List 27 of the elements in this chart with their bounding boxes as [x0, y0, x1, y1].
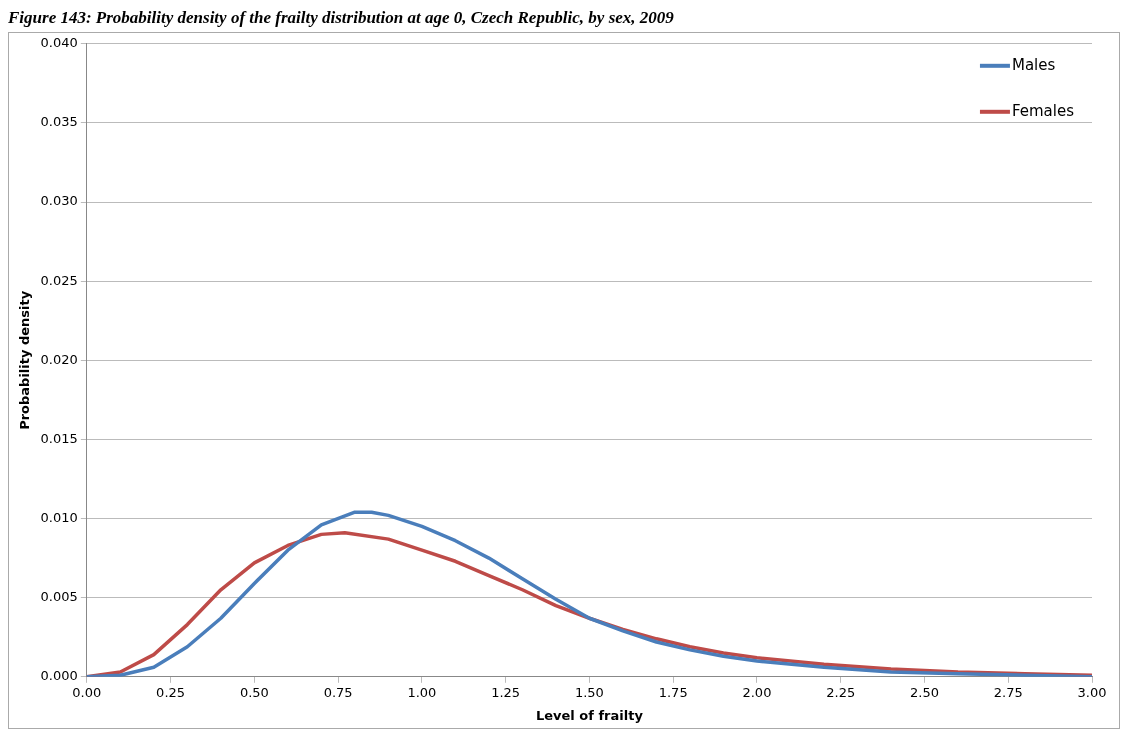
y-tick-label: 0.010	[40, 509, 78, 525]
x-tick-label: 3.00	[1077, 684, 1107, 700]
legend-label: Males	[1011, 55, 1056, 74]
x-tick-label: 1.25	[491, 684, 521, 700]
x-tick-label: 2.00	[742, 684, 772, 700]
x-tick-label: 0.00	[72, 684, 102, 700]
x-axis-title: Level of frailty	[535, 707, 644, 723]
chart-title: Figure 143: Probability density of the frailty distribution at age 0, Czech Republic, by sex, 2009	[8, 8, 675, 28]
x-tick-label: 2.25	[826, 684, 856, 700]
y-tick-label: 0.035	[40, 114, 78, 130]
legend-label: Females	[1011, 101, 1075, 120]
y-tick-label: 0.020	[40, 351, 78, 367]
y-tick-label: 0.000	[40, 668, 78, 684]
y-tick-label: 0.025	[40, 272, 78, 288]
y-tick-label: 0.015	[40, 430, 78, 446]
x-tick-label: 2.50	[909, 684, 939, 700]
y-tick-label: 0.040	[40, 35, 78, 51]
x-tick-label: 0.75	[323, 684, 353, 700]
x-tick-label: 1.75	[658, 684, 688, 700]
x-tick-label: 2.75	[993, 684, 1023, 700]
x-tick-label: 1.50	[574, 684, 604, 700]
x-tick-label: 1.00	[407, 684, 437, 700]
y-tick-label: 0.005	[40, 589, 78, 605]
y-axis-title: Probability density	[17, 290, 33, 430]
y-tick-label: 0.030	[40, 193, 78, 209]
x-tick-label: 0.50	[239, 684, 269, 700]
x-tick-label: 0.25	[156, 684, 186, 700]
